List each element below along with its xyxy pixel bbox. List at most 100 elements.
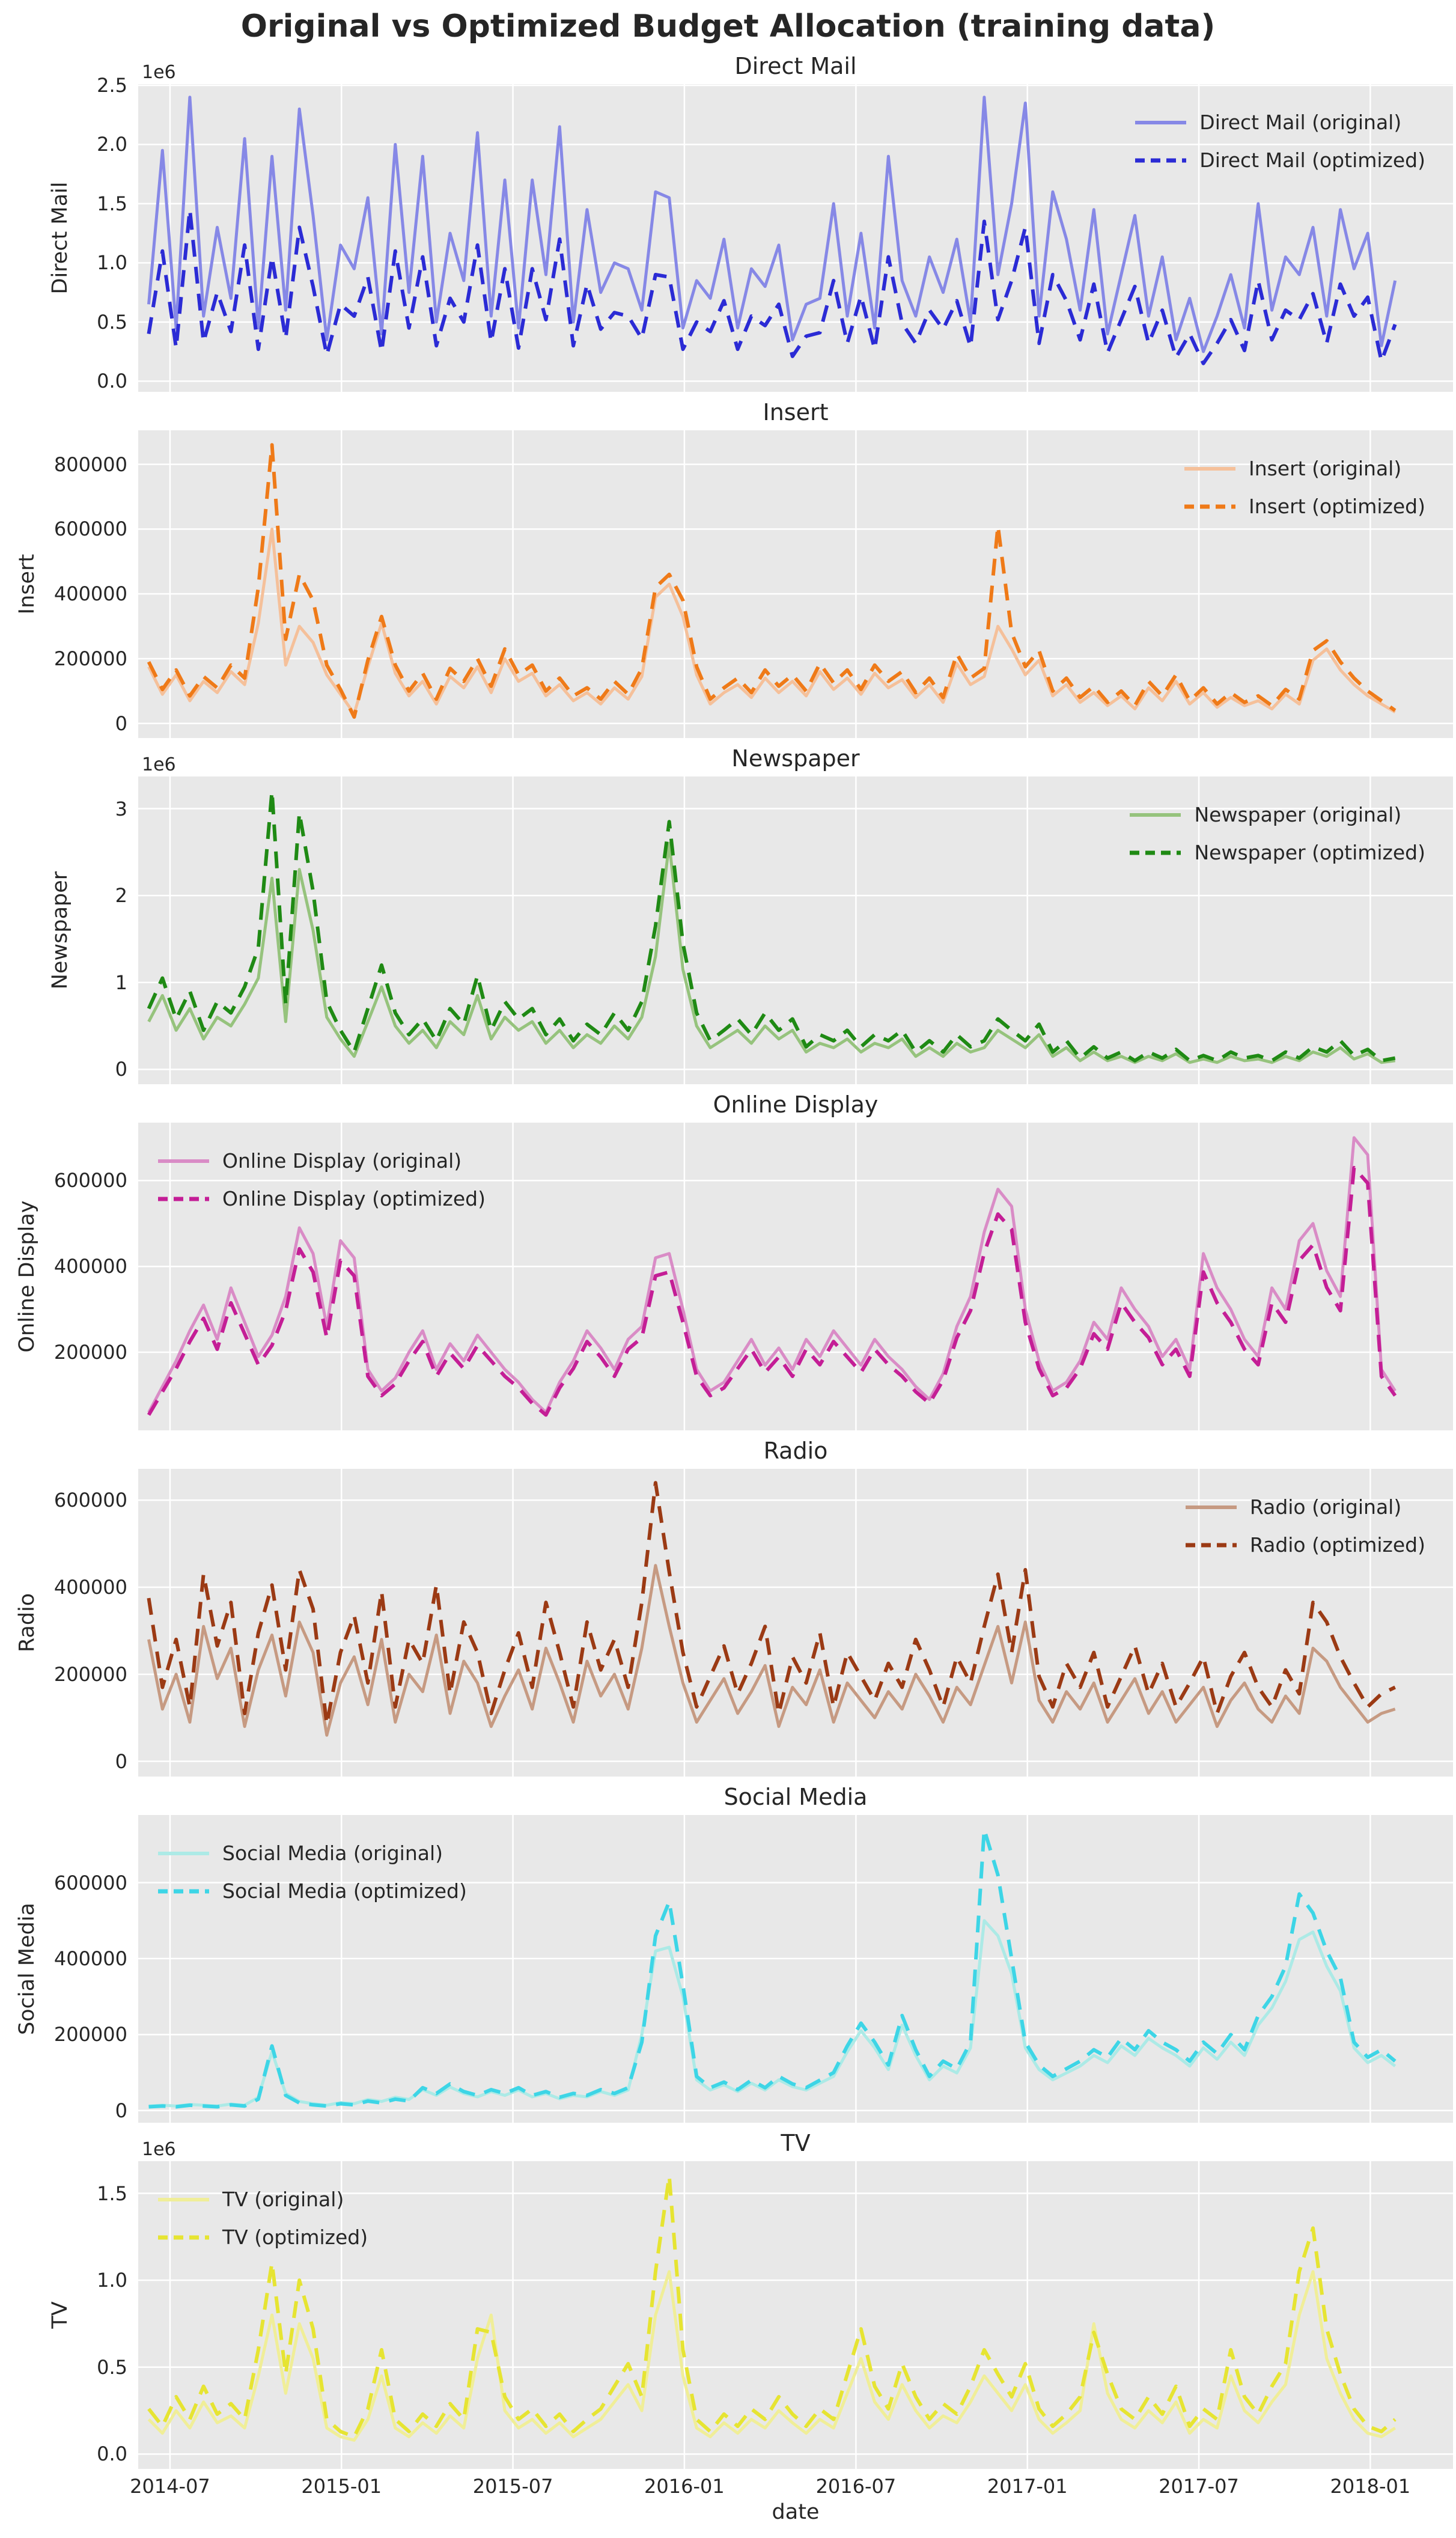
plot-area: [138, 1123, 1453, 1430]
subplot-title: Newspaper: [731, 745, 860, 772]
legend-label: Radio (optimized): [1249, 1533, 1425, 1557]
y-tick-label: 400000: [53, 1947, 127, 1970]
y-tick-label: 2.5: [97, 73, 127, 97]
legend-line-swatch: [1184, 466, 1235, 471]
x-tick-label: 2016-01: [644, 2475, 725, 2498]
series-line-original: [147, 1564, 1396, 1737]
x-tick-label: 2015-07: [472, 2475, 553, 2498]
legend-item: Direct Mail (original): [1135, 111, 1401, 134]
legend-line-swatch: [1184, 504, 1235, 508]
y-tick-label: 1: [115, 971, 127, 994]
plot-area: [138, 84, 1453, 392]
legend-item: Radio (original): [1185, 1495, 1402, 1519]
legend-label: Insert (original): [1248, 457, 1402, 480]
subplot-title: Direct Mail: [734, 53, 857, 79]
y-tick-label: 200000: [53, 1662, 127, 1686]
legend-line-swatch: [1130, 850, 1181, 855]
legend-item: Direct Mail (optimized): [1135, 148, 1425, 172]
series-line-original: [147, 1136, 1397, 1414]
x-tick-label: 2014-07: [130, 2475, 210, 2498]
subplot-title: Radio: [763, 1438, 828, 1464]
y-tick-label: 200000: [53, 2023, 127, 2046]
x-tick-label: 2017-07: [1159, 2475, 1239, 2498]
x-tick-label: 2016-07: [815, 2475, 897, 2498]
y-tick-label: 200000: [53, 1341, 127, 1364]
x-tick-label: 2015-01: [301, 2475, 382, 2498]
legend-item: Social Media (optimized): [158, 1879, 467, 1903]
legend-item: TV (optimized): [158, 2225, 368, 2249]
y-tick-label: 0.0: [97, 370, 127, 393]
legend-line-swatch: [158, 2197, 209, 2201]
legend-line-swatch: [1185, 1543, 1237, 1547]
y-tick-label: 3: [115, 797, 127, 820]
y-tick-label: 0: [115, 2099, 127, 2122]
subplot-title: Online Display: [713, 1091, 879, 1118]
y-tick-label: 600000: [53, 517, 127, 541]
y-tick-label: 0.5: [97, 2355, 127, 2379]
plot-area: [138, 2161, 1453, 2469]
series-line-original: [147, 527, 1396, 716]
axis-offset-label: 1e6: [142, 62, 176, 83]
legend: Social Media (original) Social Media (opt…: [158, 1841, 467, 1917]
y-tick-label: 600000: [53, 1169, 127, 1192]
y-tick-label: 600000: [53, 1489, 127, 1512]
legend-line-swatch: [158, 2235, 209, 2239]
x-axis-title: date: [772, 2500, 820, 2524]
y-tick-label: 1.5: [97, 2182, 127, 2205]
y-tick-label: 200000: [53, 647, 127, 670]
legend: Newspaper (original) Newspaper (optimized…: [1130, 803, 1425, 879]
plot-area: [138, 776, 1453, 1084]
y-tick-label: 1.5: [97, 192, 127, 215]
legend-item: Online Display (original): [158, 1149, 486, 1173]
y-tick-label: 600000: [53, 1871, 127, 1894]
series-line-optimized: [147, 2174, 1397, 2439]
series-line-optimized: [147, 1166, 1397, 1417]
y-tick-label: 0: [115, 1749, 127, 1773]
plot-area: [138, 430, 1453, 738]
legend-label: Insert (optimized): [1248, 495, 1425, 518]
legend: Direct Mail (original) Direct Mail (optim…: [1135, 111, 1425, 186]
x-tick-label: 2017-01: [987, 2475, 1068, 2498]
y-tick-label: 2.0: [97, 133, 127, 156]
plot-background: [138, 1815, 1453, 2123]
legend-item: Newspaper (original): [1130, 803, 1401, 826]
legend-label: Newspaper (original): [1194, 803, 1402, 826]
y-tick-label: 400000: [53, 1575, 127, 1599]
y-axis-title: Radio: [15, 1593, 39, 1653]
legend-label: Radio (original): [1249, 1495, 1402, 1519]
y-tick-label: 0: [115, 1058, 127, 1081]
legend-line-swatch: [1130, 813, 1181, 817]
series-line-optimized: [148, 1828, 1397, 2109]
plot-area: [138, 1815, 1453, 2123]
legend-item: TV (original): [158, 2188, 368, 2211]
legend-label: Newspaper (optimized): [1194, 841, 1425, 864]
plot-area: [138, 1469, 1453, 1777]
legend-item: Insert (original): [1184, 457, 1401, 480]
subplot-title: TV: [781, 2130, 811, 2156]
y-tick-label: 1.0: [97, 2269, 127, 2292]
series-line-optimized: [147, 443, 1397, 719]
series-line-optimized: [147, 789, 1396, 1063]
legend-item: Insert (optimized): [1184, 495, 1425, 518]
legend-item: Online Display (optimized): [158, 1187, 486, 1210]
legend-label: TV (original): [222, 2188, 344, 2211]
y-tick-label: 0.0: [97, 2442, 127, 2466]
legend-item: Social Media (original): [158, 1841, 467, 1865]
legend: Online Display (original) Online Display …: [158, 1149, 486, 1225]
legend-line-swatch: [158, 1851, 209, 1855]
series-line-original: [147, 96, 1397, 353]
legend-label: TV (optimized): [222, 2225, 368, 2249]
legend-line-swatch: [158, 1159, 209, 1163]
y-tick-label: 0.5: [97, 310, 127, 334]
legend-line-swatch: [1135, 120, 1187, 124]
legend: Insert (original) Insert (optimized): [1184, 457, 1425, 532]
axis-offset-label: 1e6: [142, 2139, 176, 2160]
y-tick-label: 2: [115, 884, 127, 908]
legend-line-swatch: [158, 1889, 209, 1893]
series-line-original: [147, 2270, 1397, 2442]
legend-label: Direct Mail (optimized): [1199, 148, 1425, 172]
legend-label: Social Media (optimized): [222, 1879, 467, 1903]
legend-label: Social Media (original): [222, 1841, 443, 1865]
legend-item: Radio (optimized): [1185, 1533, 1425, 1557]
